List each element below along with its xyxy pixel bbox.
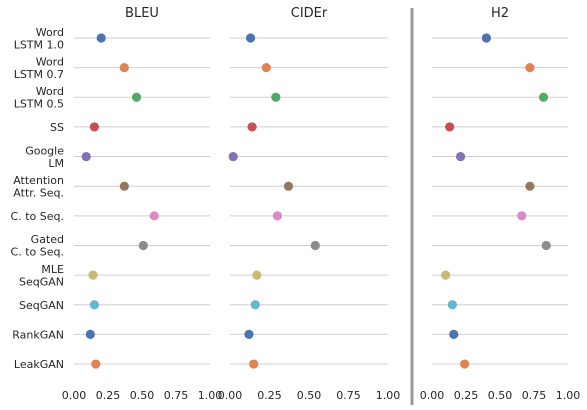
row-label: MLE SeqGAN [19,263,64,289]
x-tick-label: 0.00 [218,389,243,402]
data-point [272,211,282,221]
x-tick-label: 0.75 [522,389,547,402]
row-label: Word LSTM 0.7 [14,55,64,81]
x-tick-label: 1.00 [198,389,223,402]
data-point [447,300,457,310]
row-label: Word LSTM 0.5 [14,85,64,111]
data-point [91,359,101,369]
data-point [89,122,99,132]
data-point [245,33,256,43]
data-point [85,329,95,339]
data-point [541,240,551,251]
x-tick-label: 0.50 [297,389,322,402]
x-tick-label: 0.25 [96,389,121,402]
panel-title: BLEU [125,6,159,21]
data-point [283,181,294,191]
row-label: Gated C. to Seq. [11,233,64,258]
data-point [252,270,262,280]
data-point [525,63,535,73]
panel-title: CIDEr [291,6,328,21]
data-point [88,270,98,280]
data-point [244,329,254,339]
x-tick-label: 0.00 [62,389,87,402]
x-tick-label: 0.25 [257,389,282,402]
data-point [249,359,259,369]
data-point [119,181,129,191]
data-point [455,151,466,162]
data-point [250,300,260,310]
data-point [89,300,99,310]
x-tick-label: 0.75 [336,389,361,402]
row-label: Attention Attr. Seq. [13,174,64,200]
x-tick-label: 0.50 [488,389,513,402]
row-label: Word LSTM 1.0 [14,26,64,52]
data-point [449,329,459,339]
row-label: SS [50,121,64,134]
data-point [138,240,148,251]
data-point [445,122,455,132]
row-label: Google LM [25,144,64,170]
x-tick-label: 0.00 [420,389,445,402]
row-label: SeqGAN [19,299,64,312]
row-label: C. to Seq. [11,210,64,223]
data-point [149,211,159,221]
data-point [517,211,527,221]
data-point [81,151,91,162]
data-point [310,240,320,251]
row-label: RankGAN [12,328,64,341]
x-tick-label: 1.00 [376,389,401,402]
data-point [481,33,491,43]
x-tick-label: 1.00 [556,389,581,402]
data-point [119,63,129,73]
data-point [96,33,106,43]
panel-title: H2 [491,6,509,21]
data-point [247,122,257,132]
data-point [441,270,451,280]
row-label: LeakGAN [14,358,64,371]
x-tick-label: 0.75 [164,389,189,402]
data-point [538,92,549,102]
data-point [460,359,470,369]
data-point [525,181,535,191]
data-point [271,92,281,102]
data-point [131,92,142,102]
data-point [261,63,271,73]
x-tick-label: 0.25 [454,389,479,402]
data-point [228,151,238,162]
x-tick-label: 0.50 [130,389,155,402]
